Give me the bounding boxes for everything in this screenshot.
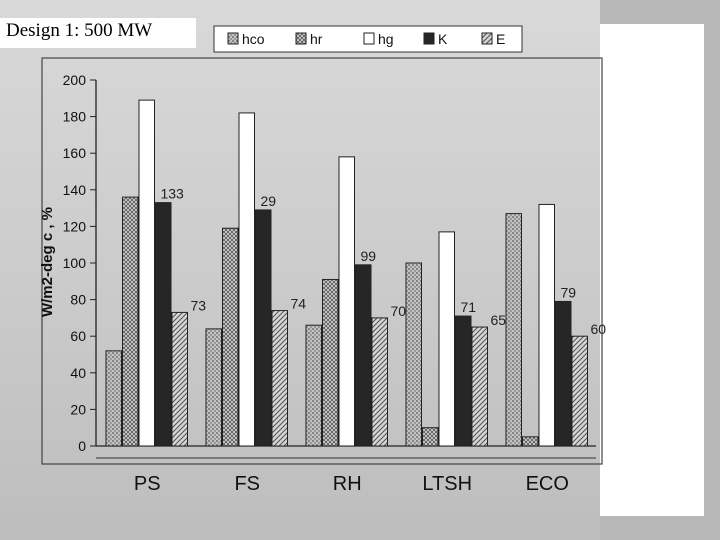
category-label-rh: RH: [333, 473, 362, 495]
bar-E-ltsh: [471, 326, 488, 447]
category-label-eco: ECO: [526, 473, 569, 495]
data-label-K-rh: 99: [360, 248, 376, 264]
bar-hg-ltsh: [438, 231, 455, 447]
bar-K-ltsh: [455, 315, 472, 447]
data-label-K-eco: 79: [560, 284, 576, 300]
bar-E-ps: [171, 311, 188, 447]
legend-swatch-E: [481, 32, 493, 45]
bar-hco-eco: [505, 213, 522, 447]
white-panel: [600, 24, 704, 516]
data-label-K-ltsh: 71: [460, 299, 476, 315]
category-label-ps: PS: [134, 473, 161, 495]
bar-hco-rh: [305, 324, 322, 447]
bar-hr-eco: [522, 436, 539, 447]
bar-hg-eco: [538, 203, 555, 447]
bar-hco-ltsh: [405, 262, 422, 447]
bar-hco-fs: [205, 328, 222, 447]
bar-hr-rh: [322, 278, 339, 447]
legend-swatch-hg: [363, 32, 375, 45]
bar-hg-fs: [238, 112, 255, 447]
bar-K-fs: [255, 209, 272, 447]
data-label-E-fs: 74: [291, 296, 307, 312]
bar-hr-fs: [222, 227, 239, 447]
legend-swatch-hco: [227, 32, 239, 45]
y-tick-label: 100: [63, 255, 87, 271]
legend-label-hg: hg: [378, 31, 394, 47]
category-label-ltsh: LTSH: [422, 473, 472, 495]
data-label-E-rh: 70: [391, 303, 407, 319]
data-label-E-ps: 73: [191, 297, 207, 313]
y-tick-label: 40: [70, 365, 86, 381]
legend-label-hco: hco: [242, 31, 265, 47]
legend: hco hr hg K E: [213, 25, 523, 53]
bar-K-rh: [355, 264, 372, 447]
data-label-K-fs: 29: [260, 193, 276, 209]
y-tick-label: 120: [63, 218, 87, 234]
y-tick-label: 0: [78, 438, 86, 454]
y-axis-label: W/m2-deg c , %: [39, 207, 56, 317]
design-label: Design 1: 500 MW: [0, 18, 196, 48]
plot-frame: [41, 57, 603, 465]
bar-E-eco: [571, 335, 588, 447]
bar-hr-ltsh: [422, 427, 439, 447]
y-tick-label: 60: [70, 328, 86, 344]
legend-label-E: E: [496, 31, 505, 47]
y-tick-label: 180: [63, 109, 87, 125]
legend-swatch-hr: [295, 32, 307, 45]
y-tick-label: 140: [63, 182, 87, 198]
y-tick-label: 20: [70, 401, 86, 417]
bar-hg-rh: [338, 156, 355, 447]
data-label-K-ps: 133: [160, 186, 184, 202]
y-tick-label: 160: [63, 145, 87, 161]
legend-label-hr: hr: [310, 31, 323, 47]
bar-hg-ps: [138, 99, 155, 447]
data-label-E-ltsh: 65: [491, 312, 507, 328]
data-label-E-eco: 60: [591, 321, 607, 337]
bar-K-eco: [555, 300, 572, 447]
legend-label-K: K: [438, 31, 448, 47]
y-tick-label: 200: [63, 72, 87, 88]
bar-hr-ps: [122, 196, 139, 447]
y-tick-label: 80: [70, 292, 86, 308]
bar-hco-ps: [105, 350, 122, 447]
category-label-fs: FS: [234, 473, 260, 495]
bar-K-ps: [155, 202, 172, 447]
bar-E-fs: [271, 310, 288, 447]
bar-E-rh: [371, 317, 388, 447]
legend-swatch-K: [423, 32, 435, 45]
